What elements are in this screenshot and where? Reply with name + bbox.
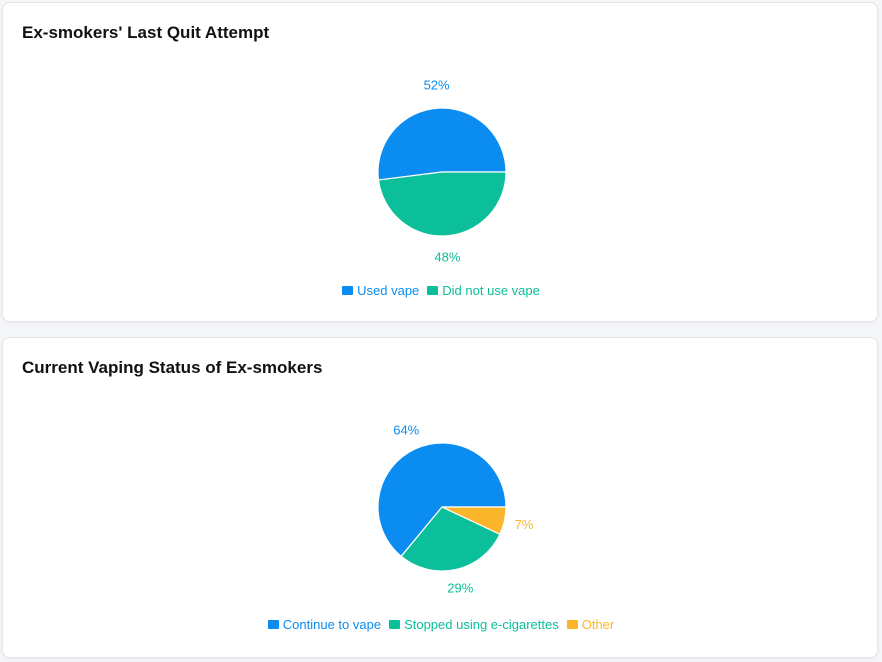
slice-label-used-vape: 52% <box>424 78 450 93</box>
pie-slice-continue-to-vape[interactable] <box>377 442 507 558</box>
legend-label: Did not use vape <box>442 283 540 298</box>
legend-swatch <box>267 620 279 629</box>
slice-label-continue-to-vape: 64% <box>393 422 419 437</box>
legend-label: Stopped using e-cigarettes <box>404 617 559 632</box>
legend-item-stopped-using-e-cigarettes[interactable]: Stopped using e-cigarettes <box>389 617 559 632</box>
legend-item-other[interactable]: Other <box>566 617 615 632</box>
legend-swatch <box>427 286 439 295</box>
pie-chart-vaping-status: 64% 29% 7% <box>377 422 534 595</box>
slice-label-stopped-using-e-cigarettes: 29% <box>447 580 473 595</box>
legend-item-did-not-use-vape[interactable]: Did not use vape <box>427 283 540 298</box>
slice-label-other: 7% <box>515 517 534 532</box>
pie-slice-other[interactable] <box>441 506 507 536</box>
chart-title: Ex-smokers' Last Quit Attempt <box>22 23 270 42</box>
chart-title: Current Vaping Status of Ex-smokers <box>22 358 323 377</box>
legend-swatch <box>389 620 401 629</box>
chart-card-quit-attempt: Ex-smokers' Last Quit Attempt 52% 48% Use… <box>2 2 878 322</box>
slice-label-did-not-use-vape: 48% <box>434 249 460 264</box>
legend-label: Used vape <box>357 283 420 298</box>
chart-card-vaping-status: Current Vaping Status of Ex-smokers 64% 2… <box>2 337 878 658</box>
legend-label: Continue to vape <box>282 617 382 632</box>
pie-slice-did-not-use-vape[interactable] <box>377 171 507 237</box>
chart-legend: Continue to vape Stopped using e-cigarett… <box>3 617 879 632</box>
legend-swatch <box>342 286 354 295</box>
legend-item-continue-to-vape[interactable]: Continue to vape <box>267 617 382 632</box>
legend-swatch <box>566 620 578 629</box>
chart-legend: Used vape Did not use vape <box>3 283 879 298</box>
legend-item-used-vape[interactable]: Used vape <box>342 283 419 298</box>
legend-label: Other <box>581 617 615 632</box>
pie-chart-quit-attempt: 52% 48% <box>377 78 507 264</box>
pie-slice-used-vape[interactable] <box>377 107 507 181</box>
